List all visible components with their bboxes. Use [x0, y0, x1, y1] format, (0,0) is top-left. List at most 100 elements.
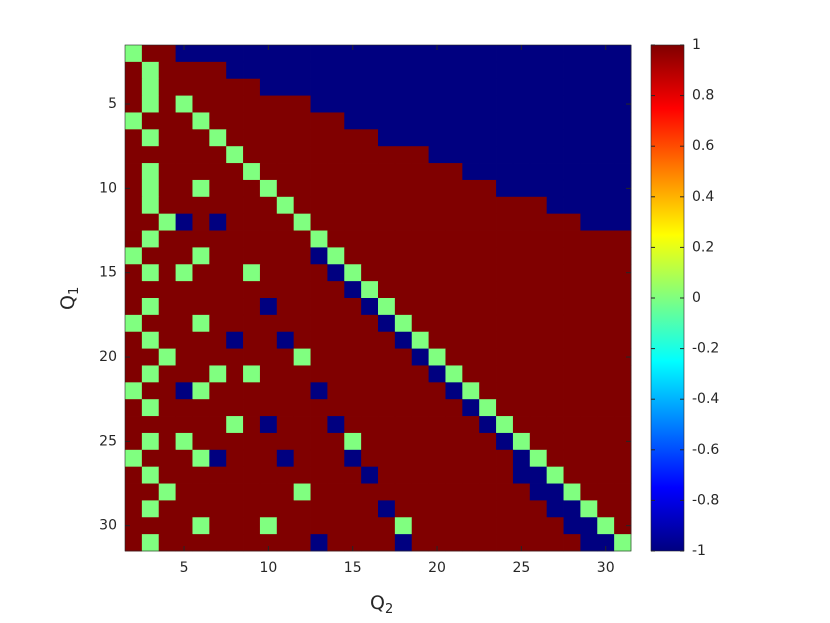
heatmap-cell	[445, 466, 463, 484]
heatmap-cell	[327, 179, 345, 198]
heatmap-cell	[327, 534, 345, 552]
heatmap-cell	[293, 399, 311, 417]
heatmap-cell	[158, 146, 176, 164]
heatmap-cell	[361, 365, 379, 383]
heatmap-cell	[479, 348, 497, 366]
heatmap-cell	[496, 112, 514, 130]
heatmap-cell	[175, 163, 193, 181]
heatmap-cell	[462, 314, 480, 333]
heatmap-cell	[141, 331, 160, 349]
heatmap-cell	[361, 196, 379, 215]
heatmap-cell	[445, 230, 463, 248]
heatmap-cell	[378, 348, 396, 366]
heatmap-cell	[259, 129, 278, 147]
heatmap-cell	[327, 163, 345, 181]
heatmap-cell	[462, 399, 480, 417]
heatmap-cell	[479, 517, 497, 535]
heatmap-cell	[512, 399, 531, 417]
heatmap-cell	[361, 382, 379, 400]
heatmap-cell	[597, 348, 615, 366]
heatmap-cell	[580, 179, 598, 198]
heatmap-cell	[209, 365, 227, 383]
heatmap-cell	[141, 416, 160, 434]
heatmap-cell	[158, 399, 176, 417]
heatmap-cell	[597, 213, 615, 231]
heatmap-cell	[361, 78, 379, 96]
heatmap-cell	[259, 483, 278, 501]
heatmap-cell	[192, 331, 210, 349]
heatmap-cell	[563, 399, 581, 417]
heatmap-cell	[394, 247, 413, 265]
colorbar-tick-label: 1	[692, 37, 701, 53]
heatmap-cell	[512, 298, 531, 316]
heatmap-cell	[125, 112, 143, 130]
heatmap-cell	[512, 61, 531, 80]
heatmap-cell	[259, 281, 278, 299]
heatmap-cell	[226, 281, 244, 299]
heatmap-cell	[614, 382, 632, 400]
heatmap-cell	[192, 281, 210, 299]
heatmap-cell	[546, 247, 564, 265]
heatmap-cell	[614, 500, 632, 518]
heatmap-cell	[209, 500, 227, 518]
heatmap-cell	[428, 196, 446, 215]
heatmap-cell	[293, 298, 311, 316]
heatmap-cell	[276, 95, 295, 113]
heatmap-cell	[293, 348, 311, 366]
heatmap-cell	[361, 399, 379, 417]
heatmap-cell	[175, 112, 193, 130]
heatmap-cell	[496, 365, 514, 383]
heatmap-cell	[327, 112, 345, 130]
heatmap-cell	[243, 416, 261, 434]
heatmap-cell	[327, 213, 345, 231]
heatmap-cell	[327, 348, 345, 366]
heatmap-cell	[580, 247, 598, 265]
heatmap-cell	[512, 179, 531, 198]
heatmap-cell	[175, 129, 193, 147]
heatmap-cell	[361, 416, 379, 434]
heatmap-cell	[259, 230, 278, 248]
heatmap-cell	[428, 45, 446, 63]
heatmap-cell	[597, 230, 615, 248]
colorbar-tick-label: 0.2	[692, 239, 714, 255]
heatmap-cell	[243, 78, 261, 96]
heatmap-cell	[276, 314, 295, 333]
heatmap-cell	[614, 399, 632, 417]
heatmap-cell	[344, 416, 362, 434]
heatmap-cell	[192, 45, 210, 63]
heatmap-cell	[378, 163, 396, 181]
heatmap-cell	[361, 314, 379, 333]
heatmap-cell	[563, 129, 581, 147]
heatmap-cell	[614, 365, 632, 383]
heatmap-cell	[293, 95, 311, 113]
heatmap-cell	[226, 416, 244, 434]
heatmap-cell	[563, 382, 581, 400]
heatmap-cell	[293, 365, 311, 383]
heatmap-cell	[293, 382, 311, 400]
heatmap-cell	[546, 314, 564, 333]
heatmap-cell	[597, 517, 615, 535]
heatmap-cell	[209, 466, 227, 484]
heatmap-cell	[192, 112, 210, 130]
y-tick-label: 25	[99, 433, 117, 449]
heatmap-cell	[259, 95, 278, 113]
heatmap-cell	[378, 78, 396, 96]
heatmap-cell	[175, 230, 193, 248]
x-label-main: Q	[370, 592, 385, 614]
heatmap-cell	[209, 314, 227, 333]
heatmap-cell	[293, 314, 311, 333]
heatmap-cell	[580, 196, 598, 215]
heatmap-cell	[378, 432, 396, 451]
heatmap-cell	[411, 247, 429, 265]
heatmap-cell	[243, 281, 261, 299]
heatmap-cell	[344, 466, 362, 484]
heatmap-cell	[529, 179, 548, 198]
heatmap-cell	[563, 78, 581, 96]
heatmap-cell	[563, 365, 581, 383]
heatmap-cell	[344, 78, 362, 96]
heatmap-cell	[496, 230, 514, 248]
heatmap-cell	[259, 179, 278, 198]
heatmap-cell	[327, 314, 345, 333]
heatmap-cell	[496, 95, 514, 113]
heatmap-cell	[361, 483, 379, 501]
